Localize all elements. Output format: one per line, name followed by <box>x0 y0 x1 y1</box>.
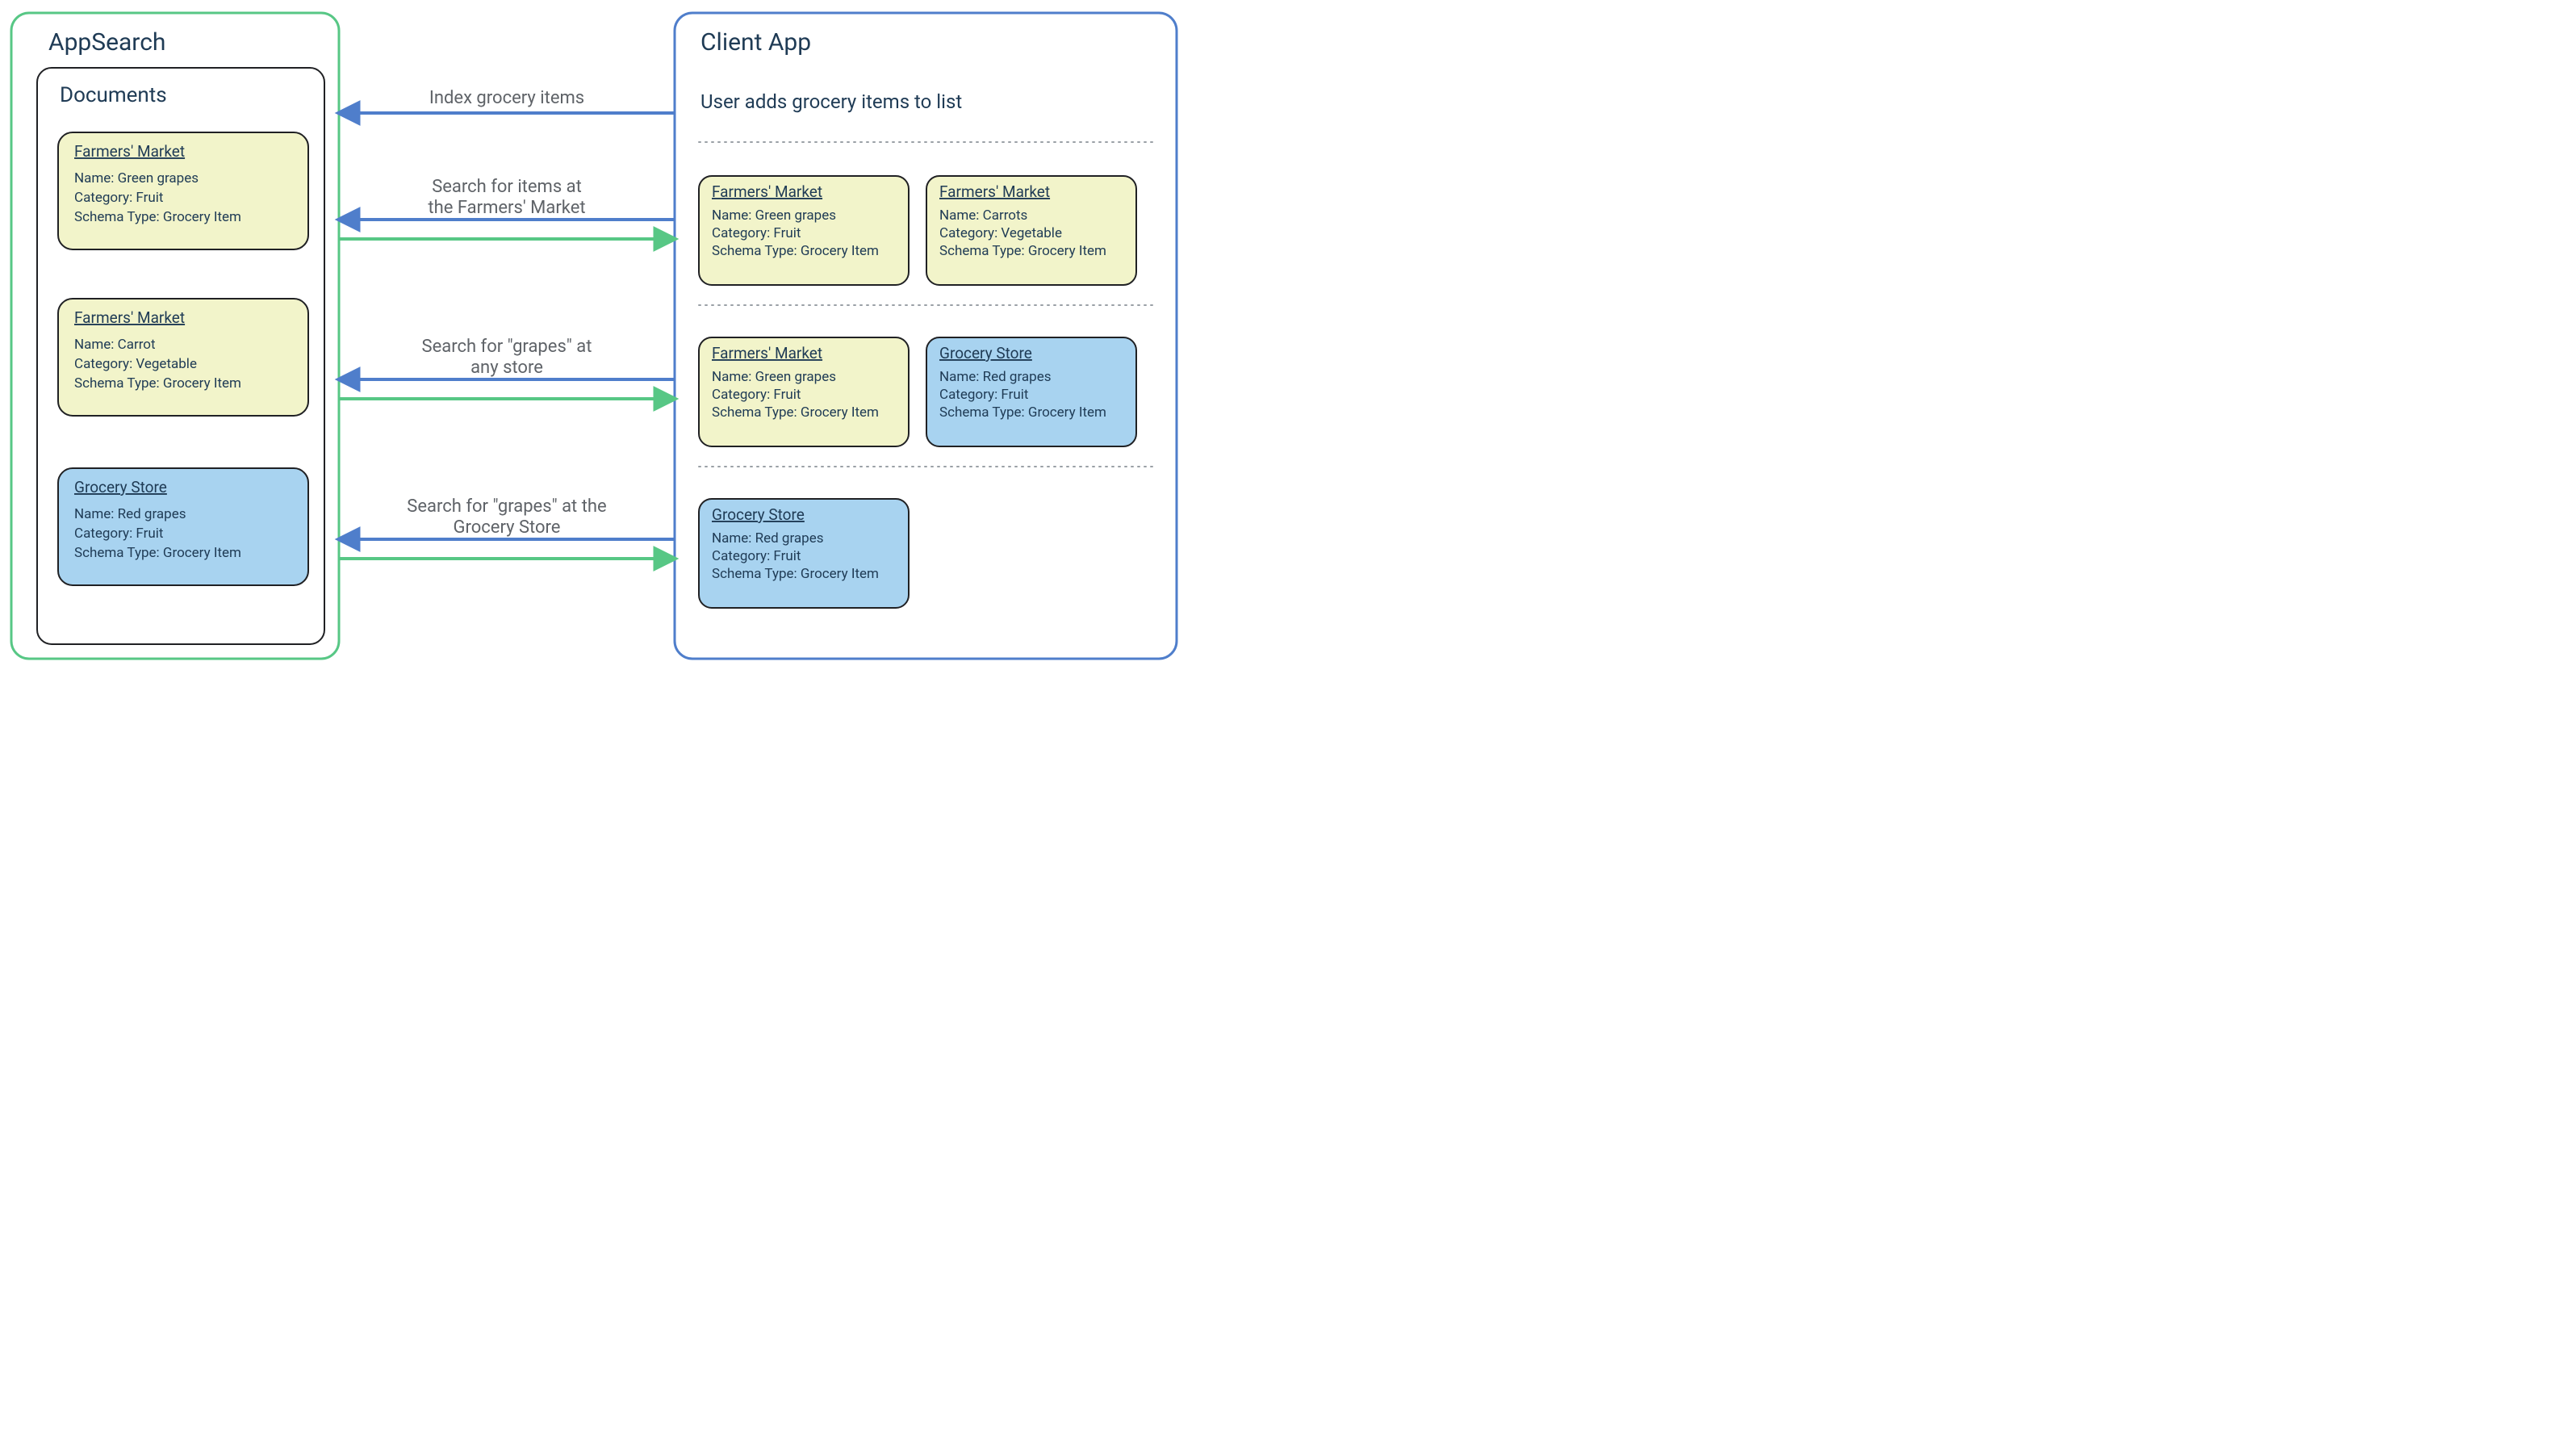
arrow-label: Search for "grapes" at the <box>407 496 606 517</box>
appsearch-title: AppSearch <box>48 28 165 57</box>
arrow-label: the Farmers' Market <box>428 198 585 218</box>
result-card-line: Name: Carrots <box>939 207 1027 224</box>
arrow-label: any store <box>470 358 543 378</box>
result-card-title: Farmers' Market <box>712 344 822 362</box>
document-card: Farmers' Market Name: Carrot Category: Veg… <box>58 299 308 416</box>
result-card-line: Category: Fruit <box>939 387 1028 403</box>
result-card: Farmers' Market Name: CarrotsCategory: Ve… <box>926 176 1136 285</box>
result-card-title: Farmers' Market <box>939 182 1050 201</box>
result-card-line: Category: Vegetable <box>939 225 1062 241</box>
result-card: Farmers' Market Name: Green grapes Categor… <box>699 337 909 446</box>
result-card-line: Schema Type: Grocery Item <box>712 404 879 421</box>
result-card-line: Category: Fruit <box>712 387 801 403</box>
result-card: Grocery Store Name: Red grapes Category: F… <box>926 337 1136 446</box>
result-card-line: Schema Type: Grocery Item <box>939 243 1106 259</box>
result-card-line: Schema Type: Grocery Item <box>939 404 1106 421</box>
arrow-label: Index grocery items <box>429 88 584 108</box>
documents-title: Documents <box>60 83 167 107</box>
result-card-line: Schema Type: Grocery Item <box>712 566 879 582</box>
result-card-line: Category: Fruit <box>712 225 801 241</box>
document-card-line: Name: Green grapes <box>74 170 199 186</box>
result-card-title: Grocery Store <box>939 344 1032 362</box>
result-card-line: Schema Type: Grocery Item <box>712 243 879 259</box>
document-card-line: Category: Vegetable <box>74 356 197 372</box>
arrow-label: Search for "grapes" at <box>422 337 592 357</box>
document-card-title: Farmers' Market <box>74 308 185 327</box>
result-card-line: Name: Red grapes <box>939 369 1051 385</box>
document-card-line: Schema Type: Grocery Item <box>74 545 241 561</box>
document-card: Farmers' Market Name: Green grapes Categor… <box>58 132 308 249</box>
clientapp-title: Client App <box>700 28 811 57</box>
document-card-line: Name: Carrot <box>74 337 156 353</box>
result-card: Farmers' Market Name: Green grapesCategor… <box>699 176 909 285</box>
result-card-title: Farmers' Market <box>712 182 822 201</box>
arrow-label: Grocery Store <box>454 517 561 538</box>
diagram-canvas: AppSearch Documents Farmers' Market Name: G… <box>0 0 1188 666</box>
result-card-line: Name: Green grapes <box>712 369 836 385</box>
arrow-label: Search for items at <box>432 177 582 197</box>
result-card-line: Name: Red grapes <box>712 530 823 547</box>
document-card: Grocery Store Name: Red grapes Category: F… <box>58 468 308 585</box>
result-card-title: Grocery Store <box>712 505 805 524</box>
document-card-line: Schema Type: Grocery Item <box>74 209 241 225</box>
document-card-line: Category: Fruit <box>74 190 163 206</box>
document-card-title: Farmers' Market <box>74 142 185 161</box>
document-card-title: Grocery Store <box>74 478 167 496</box>
result-card-line: Category: Fruit <box>712 548 801 564</box>
document-card-line: Schema Type: Grocery Item <box>74 375 241 392</box>
result-card: Grocery Store Name: Red grapesCategory: F… <box>699 499 909 608</box>
clientapp-subtitle: User adds grocery items to list <box>700 90 962 113</box>
document-card-line: Category: Fruit <box>74 526 163 542</box>
result-card-line: Name: Green grapes <box>712 207 836 224</box>
document-card-line: Name: Red grapes <box>74 506 186 522</box>
